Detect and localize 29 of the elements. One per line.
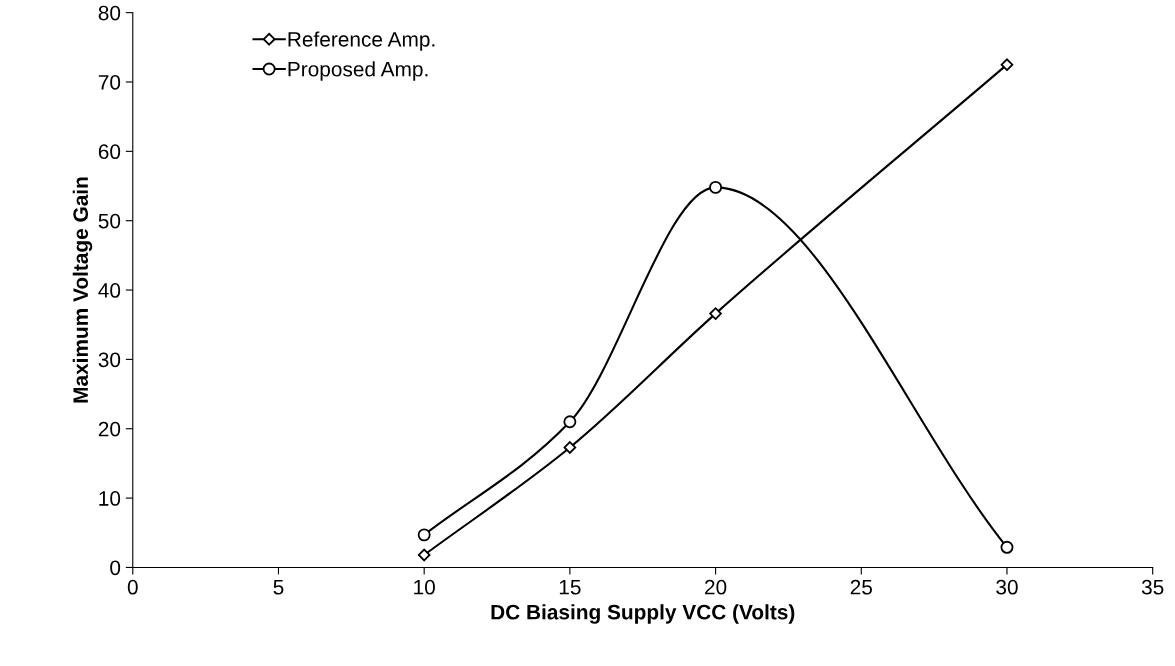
x-axis-title: DC Biasing Supply VCC (Volts) — [491, 604, 795, 624]
legend-label: Proposed Amp. — [288, 61, 428, 81]
y-tick-label: 30 — [98, 352, 121, 368]
point — [709, 180, 723, 194]
y-tick-label: 80 — [98, 5, 121, 21]
y-tick-label: 0 — [110, 560, 121, 576]
x-tick-label: 0 — [127, 579, 138, 595]
y-tick-label: 10 — [99, 491, 121, 506]
point — [1000, 58, 1014, 71]
legend-label: Reference Amp. — [288, 31, 435, 51]
point — [563, 415, 577, 429]
point — [709, 307, 722, 320]
x-tick-label: 25 — [850, 579, 872, 595]
x-tick-label: 5 — [273, 580, 284, 595]
y-tick-label: 70 — [98, 75, 121, 90]
y-tick-label: 50 — [98, 213, 121, 229]
x-tick-label: 30 — [996, 579, 1018, 595]
point — [563, 441, 577, 454]
x-tick-label: 15 — [559, 580, 581, 595]
point — [417, 528, 431, 542]
x-tick-label: 20 — [705, 579, 727, 595]
x-tick-label: 35 — [1141, 579, 1164, 595]
y-axis-title: Maximum Voltage Gain — [72, 177, 93, 403]
point — [417, 548, 431, 562]
y-tick-label: 60 — [98, 144, 121, 160]
y-tick-label: 20 — [98, 421, 121, 437]
x-tick-label: 10 — [414, 579, 435, 595]
point — [1000, 540, 1014, 554]
y-tick-label: 40 — [98, 283, 121, 298]
